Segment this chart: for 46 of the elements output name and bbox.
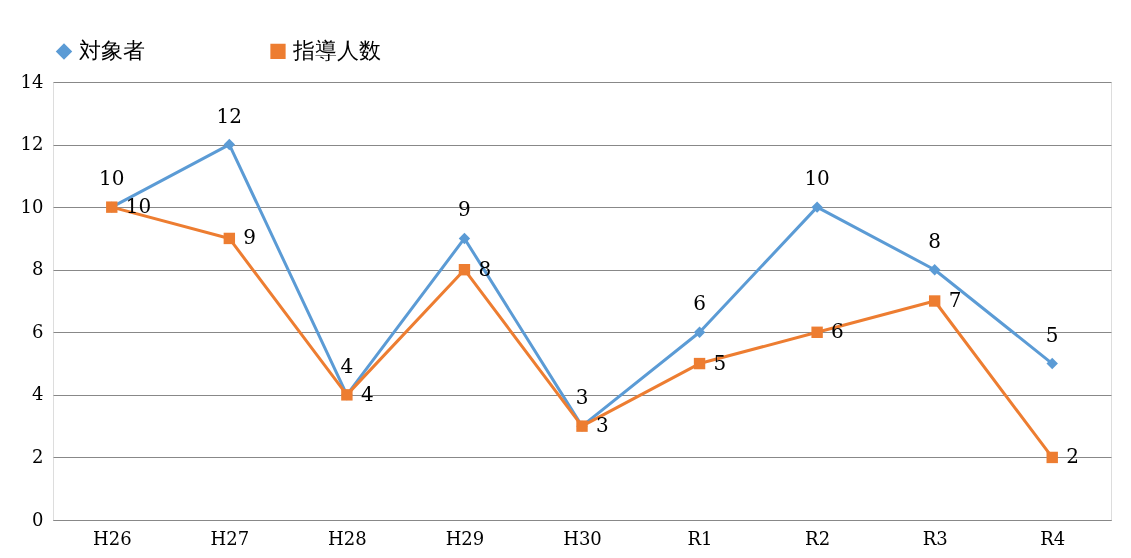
y-tick-label: 6: [32, 320, 44, 342]
x-tick-label: H28: [328, 527, 367, 549]
point: [1046, 451, 1058, 464]
data-label: 9: [458, 197, 471, 222]
x-tick-label: H26: [92, 527, 132, 549]
data-label: 2: [1066, 444, 1079, 469]
data-label: 10: [99, 166, 125, 191]
x-tick-label: R2: [805, 527, 831, 549]
point: [223, 232, 236, 245]
point: [811, 201, 823, 213]
data-label: 7: [948, 288, 962, 312]
data-label: 12: [216, 103, 243, 128]
y-tick-label: 10: [20, 195, 44, 217]
x-tick-label: H30: [563, 527, 602, 549]
point: [693, 357, 706, 370]
y-tick-label: 14: [20, 70, 44, 92]
x-tick-label: R1: [687, 527, 713, 549]
x-tick-label: H27: [210, 527, 250, 549]
data-label: 4: [340, 353, 354, 378]
data-label: 10: [804, 166, 830, 191]
point: [223, 138, 236, 151]
legend-label: 指導人数: [292, 38, 381, 64]
point: [458, 264, 471, 276]
data-label: 9: [243, 225, 257, 250]
point: [928, 295, 941, 307]
x-tick-label: H29: [445, 527, 485, 549]
y-tick-label: 4: [32, 383, 44, 405]
x-tick-label: R3: [922, 527, 948, 549]
data-label: 3: [596, 413, 609, 438]
y-tick-label: 0: [32, 508, 44, 530]
data-label: 3: [575, 385, 589, 410]
data-label: 6: [693, 291, 706, 316]
data-label: 4: [360, 381, 374, 406]
point: [928, 264, 941, 276]
y-tick-label: 12: [20, 133, 44, 155]
y-tick-label: 8: [32, 258, 44, 280]
data-label: 10: [125, 194, 152, 219]
y-tick-label: 2: [32, 445, 44, 467]
point: [693, 326, 706, 338]
x-tick-label: R4: [1040, 527, 1066, 549]
point: [1046, 357, 1058, 370]
data-label: 8: [928, 228, 942, 253]
point: [811, 326, 823, 338]
legend-label: 対象者: [79, 38, 145, 64]
point: [458, 232, 471, 245]
data-label: 5: [1045, 322, 1059, 347]
